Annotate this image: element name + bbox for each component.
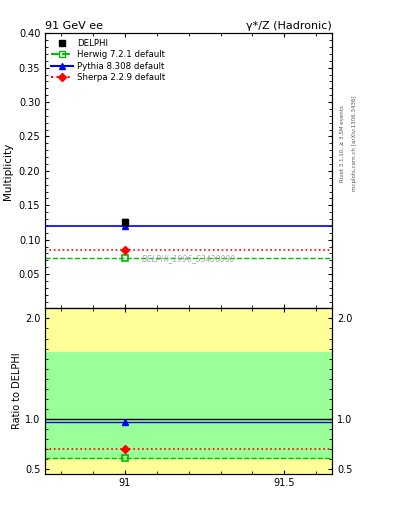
Text: γ*/Z (Hadronic): γ*/Z (Hadronic) bbox=[246, 21, 332, 31]
Text: 91 GeV ee: 91 GeV ee bbox=[45, 21, 103, 31]
Text: Rivet 3.1.10, ≥ 3.5M events: Rivet 3.1.10, ≥ 3.5M events bbox=[340, 105, 345, 182]
Text: DELPHI_1996_S3430090: DELPHI_1996_S3430090 bbox=[142, 254, 235, 264]
Y-axis label: Multiplicity: Multiplicity bbox=[3, 142, 13, 200]
Y-axis label: Ratio to DELPHI: Ratio to DELPHI bbox=[12, 353, 22, 430]
Legend: DELPHI, Herwig 7.2.1 default, Pythia 8.308 default, Sherpa 2.2.9 default: DELPHI, Herwig 7.2.1 default, Pythia 8.3… bbox=[50, 37, 167, 83]
Bar bbox=[45, 352, 332, 459]
Text: mcplots.cern.ch [arXiv:1306.3436]: mcplots.cern.ch [arXiv:1306.3436] bbox=[352, 96, 357, 191]
